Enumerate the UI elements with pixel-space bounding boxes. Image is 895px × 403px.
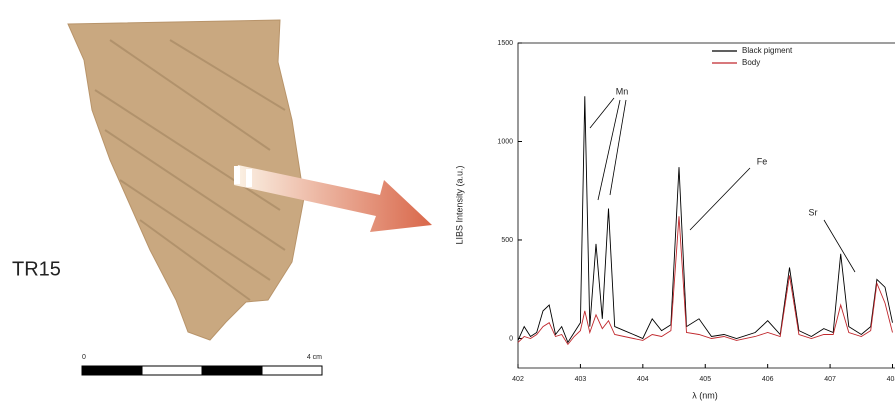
- x-tick-label: 406: [762, 376, 774, 383]
- x-axis-label: λ (nm): [692, 390, 718, 400]
- x-tick-label: 404: [637, 376, 649, 383]
- series-line: [518, 96, 893, 342]
- annotation: Fe: [757, 156, 768, 166]
- legend-label: Body: [742, 58, 760, 67]
- x-tick-label: 407: [824, 376, 836, 383]
- y-tick-label: 500: [501, 237, 513, 244]
- x-tick-label: 405: [699, 376, 711, 383]
- legend-label: Black pigment: [742, 46, 793, 55]
- annotation-arrows: [590, 98, 855, 272]
- scale-label: 4 cm: [307, 354, 322, 361]
- figure: TR15 0 4 cm λ (nm) LIBS Intensity (a.u.)…: [0, 0, 895, 403]
- annotation: Sr: [809, 207, 818, 217]
- y-tick-label: 1500: [497, 40, 513, 47]
- x-tick-label: 403: [575, 376, 587, 383]
- annotation: Mn: [616, 86, 629, 96]
- y-axis-label: LIBS Intensity (a.u.): [454, 165, 464, 244]
- y-tick-label: 1000: [497, 138, 513, 145]
- plot-frame: [518, 43, 895, 368]
- scale-label: 0: [82, 354, 86, 361]
- sample-label: TR15: [12, 258, 61, 280]
- x-tick-label: 402: [512, 376, 524, 383]
- series-line: [518, 216, 893, 344]
- x-tick-label: 408: [887, 376, 895, 383]
- y-tick-label: 0: [509, 335, 513, 342]
- scale-bar: [82, 366, 322, 375]
